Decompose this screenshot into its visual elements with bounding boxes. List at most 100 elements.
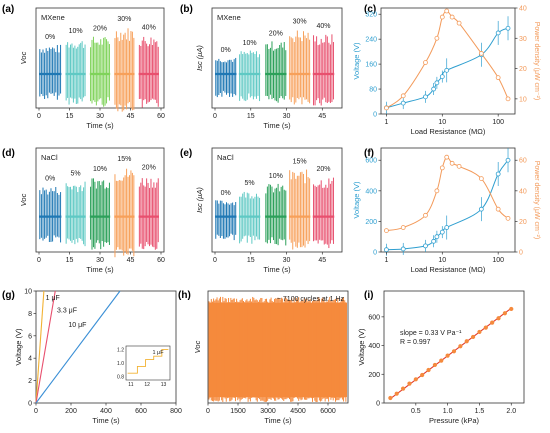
power-point [478, 176, 484, 181]
segment-label: 10% [93, 166, 107, 173]
x-tick-label: 100 [492, 119, 504, 126]
y-axis-label: Voltage (V) [14, 328, 23, 366]
voltage-point [384, 247, 389, 253]
series-line [35, 290, 45, 404]
y2-axis-label: Power density (μW cm⁻²) [533, 22, 540, 101]
x-tick-label: 30 [283, 113, 291, 120]
x-tick-label: 1.5 [475, 408, 485, 415]
x-tick-label: 10 [438, 119, 446, 126]
plot-frame [207, 290, 349, 404]
data-point [432, 362, 438, 368]
y2-tick-label: 60 [519, 158, 527, 165]
data-point [400, 386, 406, 391]
data-point [388, 395, 393, 401]
x-tick-label: 1 [384, 119, 388, 126]
x-tick-label: 15 [247, 113, 255, 120]
power-point [384, 105, 389, 111]
x-axis-label: Time (s) [263, 265, 291, 274]
y-tick-label: 0 [373, 250, 377, 257]
panel-label-b: (b) [180, 4, 193, 15]
x-tick-label: 3000 [260, 408, 276, 415]
annotation: ~ 7100 cycles at 1 Hz [277, 296, 345, 303]
x-tick-label: 600 [135, 408, 147, 415]
y-tick-label: 6 [28, 333, 32, 340]
material-label: MXene [41, 13, 65, 22]
power-point [400, 225, 406, 230]
chart-c: 1 10 100 0 80 160 240 320 10 20 30 40 Load Resistanc… [352, 6, 540, 137]
y-tick-label: 240 [365, 37, 377, 44]
y-tick-label: 80 [369, 87, 377, 94]
chart-h: ~ 7100 cycles at 1 Hz 0 1500 3000 4500 6000 Ti… [193, 290, 349, 425]
x-tick-label: 1500 [230, 408, 246, 415]
y-tick-label: 600 [368, 314, 380, 321]
x-tick-label: 800 [170, 408, 182, 415]
y-tick-label: 400 [368, 343, 380, 350]
power-point [449, 160, 455, 166]
y-tick-label: 0 [28, 401, 32, 408]
y-tick-label: 160 [365, 62, 377, 69]
power-point [478, 51, 484, 56]
power-point [449, 14, 455, 20]
y-axis-label: Voltage (V) [352, 181, 361, 219]
x-tick-label: 1.0 [443, 408, 453, 415]
power-point [456, 163, 462, 169]
inset-y-tick-label: 1.2 [117, 347, 124, 353]
power-point [439, 14, 445, 20]
annotation-slope: slope = 0.33 V Pa⁻¹ [400, 330, 462, 337]
voltage-point [434, 80, 440, 86]
segment-label: 5% [245, 180, 255, 187]
y2-tick-label: 20 [519, 219, 527, 226]
x-tick-label: 1 [384, 257, 388, 264]
segment-label: 40% [142, 24, 156, 31]
power-point [434, 188, 440, 194]
inset-y-tick-label: 0.8 [117, 375, 124, 381]
y-axis-label: Voc [19, 51, 28, 64]
voltage-point [495, 30, 501, 36]
segment-label: 20% [142, 165, 156, 172]
segment-label: 20% [269, 30, 283, 37]
data-point [509, 306, 514, 312]
inset-step-line [127, 348, 169, 374]
voltage-point [423, 94, 428, 100]
voltage-point [439, 229, 445, 235]
panel-label-d: (d) [2, 148, 15, 159]
y-tick-label: 4 [28, 356, 32, 363]
data-point [451, 349, 457, 354]
chart-a: MXene 0% 10% 20% 30% 40% 0 15 30 45 60 Time (s) Voc [19, 7, 165, 130]
plot-frame [383, 290, 525, 404]
x-tick-label: 30 [96, 257, 104, 264]
annotation-r: R = 0.997 [400, 339, 431, 346]
x-axis-label: Time (s) [86, 121, 114, 130]
y2-tick-label: 40 [519, 6, 527, 13]
power-point [384, 228, 389, 233]
segment-label: 20% [93, 26, 107, 33]
inset-x-tick-label: 13 [161, 382, 167, 388]
y-tick-label: 8 [28, 311, 32, 318]
data-point [464, 339, 469, 344]
x-tick-label: 45 [127, 113, 135, 120]
voltage-point [431, 238, 437, 244]
segment-label: 10% [269, 173, 283, 180]
segment-label: 15% [293, 159, 307, 166]
panel-label-e: (e) [180, 148, 192, 159]
data-point [458, 344, 463, 349]
inset-frame [125, 345, 171, 381]
y2-axis-label: Power density (μW cm⁻²) [533, 161, 540, 240]
data-point [413, 377, 418, 382]
voltage-point [444, 225, 450, 230]
power-point [505, 215, 511, 221]
x-tick-label: 6000 [320, 408, 336, 415]
segment-label: 0% [221, 47, 231, 54]
data-point [445, 353, 450, 358]
inset-x-tick-label: 12 [144, 382, 150, 388]
x-tick-label: 0 [37, 257, 41, 264]
panel-label-g: (g) [2, 290, 15, 301]
data-point [496, 316, 501, 321]
data-point [426, 367, 431, 373]
chart-e: NaCl 0% 5% 10% 15% 20% 0 15 30 45 Time (s) Isc (μA) [195, 147, 343, 274]
material-label: MXene [217, 13, 241, 22]
y-tick-label: 0 [376, 401, 380, 408]
x-tick-label: 4500 [290, 408, 306, 415]
voltage-point [400, 100, 406, 106]
power-point [495, 75, 501, 81]
